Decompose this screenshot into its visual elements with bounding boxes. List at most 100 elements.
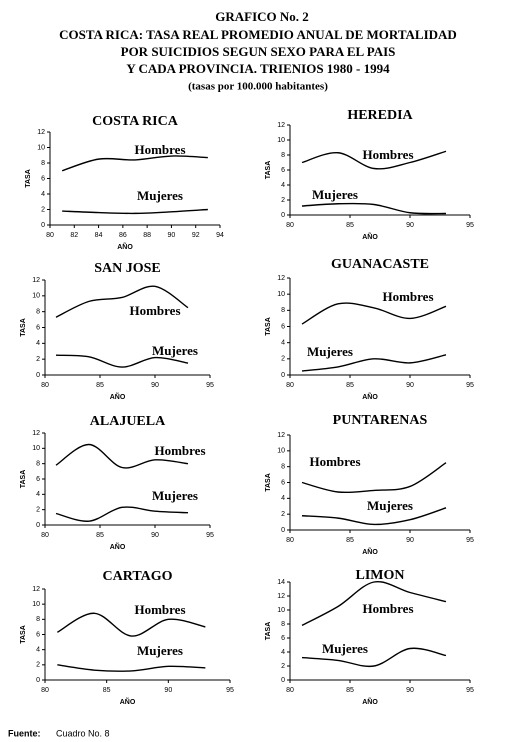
- x-tick-label: 88: [143, 232, 151, 239]
- y-tick-label: 2: [36, 662, 40, 669]
- y-tick-label: 12: [32, 277, 40, 284]
- y-tick-label: 6: [281, 323, 285, 330]
- y-tick-label: 6: [281, 479, 285, 486]
- y-tick-label: 10: [277, 137, 285, 144]
- y-tick-label: 8: [41, 160, 45, 167]
- y-tick-label: 4: [281, 649, 285, 656]
- y-tick-label: 0: [36, 677, 40, 684]
- x-tick-label: 95: [466, 687, 474, 694]
- x-tick-label: 92: [192, 232, 200, 239]
- y-tick-label: 0: [36, 522, 40, 529]
- x-tick-label: 85: [346, 687, 354, 694]
- y-tick-label: 10: [277, 291, 285, 298]
- y-tick-label: 8: [281, 307, 285, 314]
- y-axis-label: TASA: [265, 473, 272, 492]
- series-line: [301, 150, 447, 170]
- chart-title: ALAJUELA: [90, 414, 166, 429]
- y-tick-label: 0: [281, 212, 285, 219]
- series-label: Hombres: [309, 454, 360, 469]
- y-axis-label: TASA: [265, 161, 272, 180]
- x-tick-label: 86: [119, 232, 127, 239]
- series-label: Hombres: [154, 443, 205, 458]
- y-tick-label: 10: [277, 607, 285, 614]
- series-label: Mujeres: [367, 498, 413, 513]
- y-tick-label: 8: [36, 461, 40, 468]
- chart-title: SAN JOSE: [94, 261, 161, 276]
- header-line: Y CADA PROVINCIA. TRIENIOS 1980 - 1994: [126, 61, 390, 76]
- y-tick-label: 14: [277, 579, 285, 586]
- x-tick-label: 95: [466, 537, 474, 544]
- series-line: [301, 302, 447, 325]
- header-line: (tasas por 100.000 habitantes): [188, 81, 328, 93]
- series-label: Mujeres: [322, 641, 368, 656]
- x-tick-label: 80: [41, 687, 49, 694]
- y-tick-label: 2: [41, 206, 45, 213]
- chart-title: PUNTARENAS: [333, 413, 428, 428]
- y-axis-label: TASA: [265, 622, 272, 641]
- y-tick-label: 8: [281, 464, 285, 471]
- y-tick-label: 10: [37, 144, 45, 151]
- series-line: [55, 506, 189, 522]
- x-axis-label: AÑO: [120, 697, 136, 706]
- x-tick-label: 80: [41, 532, 49, 539]
- x-axis-label: AÑO: [362, 392, 378, 401]
- header-title: GRAFICO No. 2: [215, 9, 309, 24]
- series-label: Mujeres: [307, 344, 353, 359]
- x-tick-label: 90: [406, 222, 414, 229]
- x-axis-label: AÑO: [362, 547, 378, 556]
- y-tick-label: 6: [281, 635, 285, 642]
- series-label: Hombres: [362, 147, 413, 162]
- x-tick-label: 90: [151, 532, 159, 539]
- series-label: Hombres: [129, 303, 180, 318]
- series-label: Hombres: [134, 602, 185, 617]
- series-label: Mujeres: [137, 188, 183, 203]
- x-tick-label: 80: [286, 687, 294, 694]
- series-line: [57, 664, 206, 672]
- x-tick-label: 90: [406, 382, 414, 389]
- x-axis-label: AÑO: [110, 392, 126, 401]
- chart-title: HEREDIA: [347, 108, 413, 123]
- series-line: [55, 443, 189, 469]
- y-tick-label: 4: [41, 191, 45, 198]
- y-tick-label: 4: [36, 491, 40, 498]
- series-line: [301, 462, 447, 494]
- x-tick-label: 95: [226, 687, 234, 694]
- x-tick-label: 84: [95, 232, 103, 239]
- x-tick-label: 90: [164, 687, 172, 694]
- y-tick-label: 12: [37, 129, 45, 136]
- y-tick-label: 6: [36, 324, 40, 331]
- chart-title: COSTA RICA: [92, 114, 179, 129]
- series-line: [301, 580, 447, 627]
- header-line: POR SUICIDIOS SEGUN SEXO PARA EL PAIS: [121, 44, 396, 59]
- y-tick-label: 8: [281, 152, 285, 159]
- series-label: Mujeres: [152, 488, 198, 503]
- y-tick-label: 12: [277, 432, 285, 439]
- series-line: [61, 155, 208, 172]
- x-tick-label: 90: [406, 687, 414, 694]
- y-tick-label: 2: [36, 507, 40, 514]
- footer-label: Fuente:: [8, 728, 41, 738]
- y-tick-label: 8: [36, 616, 40, 623]
- y-tick-label: 8: [36, 309, 40, 316]
- y-tick-label: 2: [36, 356, 40, 363]
- y-tick-label: 4: [281, 182, 285, 189]
- y-axis-label: TASA: [265, 317, 272, 336]
- y-tick-label: 0: [281, 527, 285, 534]
- x-tick-label: 85: [103, 687, 111, 694]
- x-tick-label: 80: [286, 222, 294, 229]
- x-tick-label: 85: [346, 382, 354, 389]
- header-line: COSTA RICA: TASA REAL PROMEDIO ANUAL DE …: [59, 27, 457, 42]
- footer-text: Cuadro No. 8: [56, 728, 110, 738]
- series-label: Hombres: [382, 289, 433, 304]
- y-tick-label: 12: [277, 593, 285, 600]
- x-tick-label: 80: [286, 382, 294, 389]
- series-line: [62, 208, 208, 215]
- y-tick-label: 12: [32, 430, 40, 437]
- series-label: Hombres: [134, 142, 185, 157]
- y-tick-label: 10: [32, 601, 40, 608]
- x-tick-label: 80: [41, 382, 49, 389]
- series-label: Hombres: [362, 601, 413, 616]
- y-tick-label: 6: [36, 476, 40, 483]
- y-tick-label: 2: [281, 356, 285, 363]
- x-tick-label: 85: [346, 222, 354, 229]
